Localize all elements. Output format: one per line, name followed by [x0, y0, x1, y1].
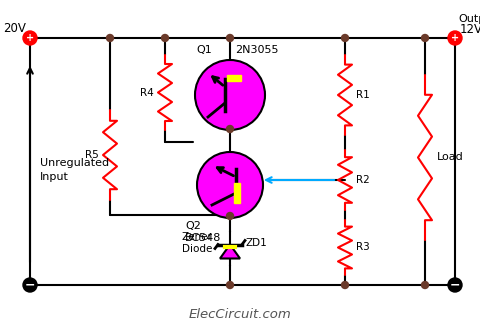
Text: Q2: Q2 — [185, 221, 201, 231]
Text: Q1: Q1 — [196, 45, 212, 55]
Text: R2: R2 — [356, 175, 370, 185]
Text: Load: Load — [437, 152, 464, 162]
Circle shape — [195, 60, 265, 130]
Text: −: − — [25, 279, 35, 291]
Circle shape — [421, 282, 429, 288]
Text: R4: R4 — [140, 88, 154, 97]
Polygon shape — [220, 245, 240, 259]
Text: +: + — [451, 33, 459, 43]
Text: Zener
Diode: Zener Diode — [181, 232, 212, 254]
Bar — [234, 183, 240, 203]
Text: 12V: 12V — [460, 23, 480, 36]
Bar — [227, 75, 241, 81]
Text: Unregulated
Input: Unregulated Input — [40, 158, 109, 181]
Circle shape — [341, 282, 348, 288]
Circle shape — [448, 31, 462, 45]
Circle shape — [23, 31, 37, 45]
Text: 2N3055: 2N3055 — [235, 45, 278, 55]
Circle shape — [227, 282, 233, 288]
Text: +: + — [26, 33, 34, 43]
Text: R1: R1 — [356, 90, 370, 100]
Circle shape — [341, 35, 348, 42]
Text: ZD1: ZD1 — [245, 238, 267, 248]
Circle shape — [197, 152, 263, 218]
Text: BC548: BC548 — [185, 233, 221, 243]
Text: 20V: 20V — [3, 22, 26, 35]
Circle shape — [161, 35, 168, 42]
Circle shape — [227, 213, 233, 219]
Circle shape — [26, 282, 34, 288]
Text: Output: Output — [458, 14, 480, 24]
Circle shape — [227, 126, 233, 132]
Text: −: − — [450, 279, 460, 291]
Text: R5: R5 — [85, 150, 99, 160]
Circle shape — [448, 278, 462, 292]
Text: R3: R3 — [356, 243, 370, 252]
Circle shape — [107, 35, 113, 42]
Circle shape — [421, 35, 429, 42]
Text: ElecCircuit.com: ElecCircuit.com — [189, 308, 291, 321]
Circle shape — [227, 35, 233, 42]
Circle shape — [26, 35, 34, 42]
Circle shape — [23, 278, 37, 292]
